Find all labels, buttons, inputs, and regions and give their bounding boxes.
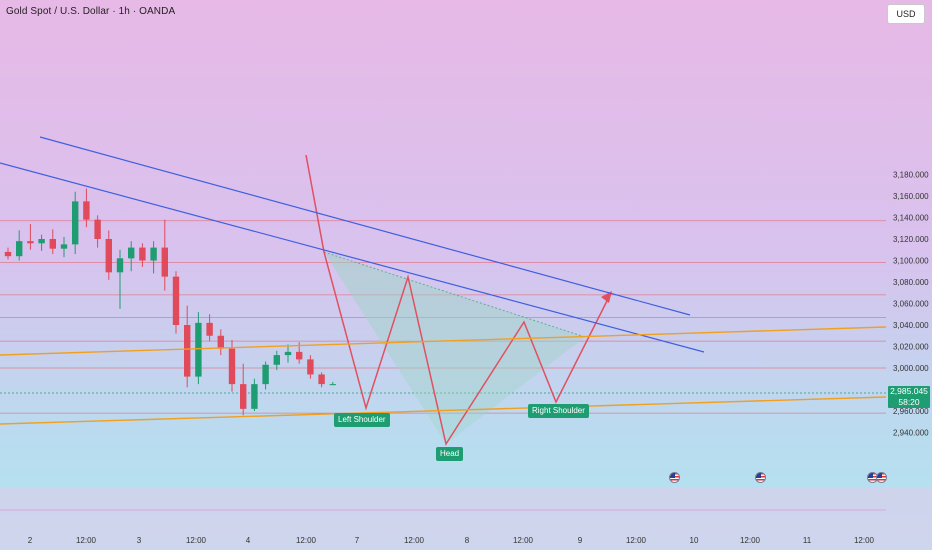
left-shoulder-label: Left Shoulder (334, 413, 390, 427)
current-price-tag: 2,985.045 58:20 (888, 386, 930, 408)
right-shoulder-label: Right Shoulder (528, 404, 589, 418)
support-line-upper[interactable] (0, 326, 887, 356)
candle-body (94, 219, 101, 239)
pattern-drawing[interactable] (305, 154, 612, 446)
candle-body (195, 322, 202, 377)
candle-body (4, 251, 12, 257)
head-label: Head (436, 447, 464, 461)
us-flag-event-icon[interactable] (669, 472, 680, 483)
trendlines[interactable] (0, 136, 887, 425)
x-tick-label: 2 (28, 536, 33, 545)
x-tick-label: 12:00 (854, 536, 875, 545)
candle-body (318, 374, 325, 385)
x-tick-label: 12:00 (296, 536, 317, 545)
x-tick-label: 12:00 (186, 536, 207, 545)
candle-body (262, 364, 269, 385)
y-tick-label: 3,160.000 (893, 192, 929, 201)
x-tick-label: 8 (465, 536, 470, 545)
candle-body (307, 359, 314, 375)
y-tick-label: 3,080.000 (893, 278, 929, 287)
y-tick-label: 2,940.000 (893, 429, 929, 438)
candle-body (251, 384, 258, 409)
candle-body (60, 244, 68, 249)
x-tick-label: 12:00 (404, 536, 425, 545)
y-tick-label: 3,020.000 (893, 343, 929, 352)
neckline (323, 251, 586, 338)
candle-body (116, 258, 124, 273)
current-price-value: 2,985.045 (890, 386, 928, 396)
candle-body (217, 335, 224, 349)
time-axis[interactable]: 2 12:00 3 12:00 4 12:00 7 12:00 8 12:00 9 12:00 10 12… (0, 488, 932, 550)
bar-countdown: 58:20 (898, 397, 920, 407)
candle-body (284, 351, 292, 356)
support-line-lower[interactable] (0, 396, 887, 425)
x-tick-label: 9 (578, 536, 583, 545)
y-tick-label: 3,040.000 (893, 321, 929, 330)
x-tick-label: 12:00 (76, 536, 97, 545)
pattern-zigzag[interactable] (305, 154, 611, 446)
x-tick-label: 11 (803, 536, 812, 545)
candle-body (27, 241, 34, 244)
chart-title: Gold Spot / U.S. Dollar · 1h · OANDA (6, 6, 176, 17)
x-tick-label: 4 (246, 536, 251, 545)
us-flag-event-icon[interactable] (876, 472, 887, 483)
currency-button[interactable]: USD (887, 4, 925, 24)
candle-body (228, 348, 236, 385)
x-tick-label: 12:00 (740, 536, 761, 545)
x-tick-label: 3 (137, 536, 142, 545)
us-flag-event-icon[interactable] (755, 472, 766, 483)
candle-body (150, 247, 157, 261)
candle-body (139, 247, 146, 261)
price-axis[interactable]: 2,940.000 2,960.000 3,000.000 3,020.000 3,04… (893, 171, 929, 438)
candle-body (240, 384, 247, 409)
candle-body (105, 239, 112, 273)
candle-body (329, 384, 336, 386)
candle-body (72, 201, 79, 245)
time-axis-band (0, 488, 932, 550)
candle-body (83, 201, 90, 220)
candle-body (206, 322, 213, 336)
y-tick-label: 3,140.000 (893, 214, 929, 223)
target-arrow-head (601, 291, 612, 303)
y-tick-label: 3,060.000 (893, 300, 929, 309)
x-tick-label: 12:00 (626, 536, 647, 545)
candle-body (128, 247, 135, 259)
candle-body (161, 247, 168, 277)
y-tick-label: 3,180.000 (893, 171, 929, 180)
candle-body (172, 276, 180, 325)
y-tick-label: 2,960.000 (893, 407, 929, 416)
x-tick-label: 12:00 (513, 536, 534, 545)
candle-body (296, 351, 303, 360)
candle-body (16, 241, 23, 257)
upper-channel-line[interactable] (39, 136, 691, 316)
x-tick-label: 10 (690, 536, 699, 545)
y-tick-label: 3,100.000 (893, 257, 929, 266)
candle-body (49, 239, 56, 249)
candlestick-series (4, 188, 336, 416)
x-tick-label: 7 (355, 536, 360, 545)
y-tick-label: 3,000.000 (893, 364, 929, 373)
lower-channel-line[interactable] (0, 162, 705, 353)
candle-body (184, 325, 191, 377)
y-tick-label: 3,120.000 (893, 235, 929, 244)
candle-body (273, 355, 280, 365)
candle-body (38, 239, 45, 244)
pattern-fill (324, 252, 585, 444)
